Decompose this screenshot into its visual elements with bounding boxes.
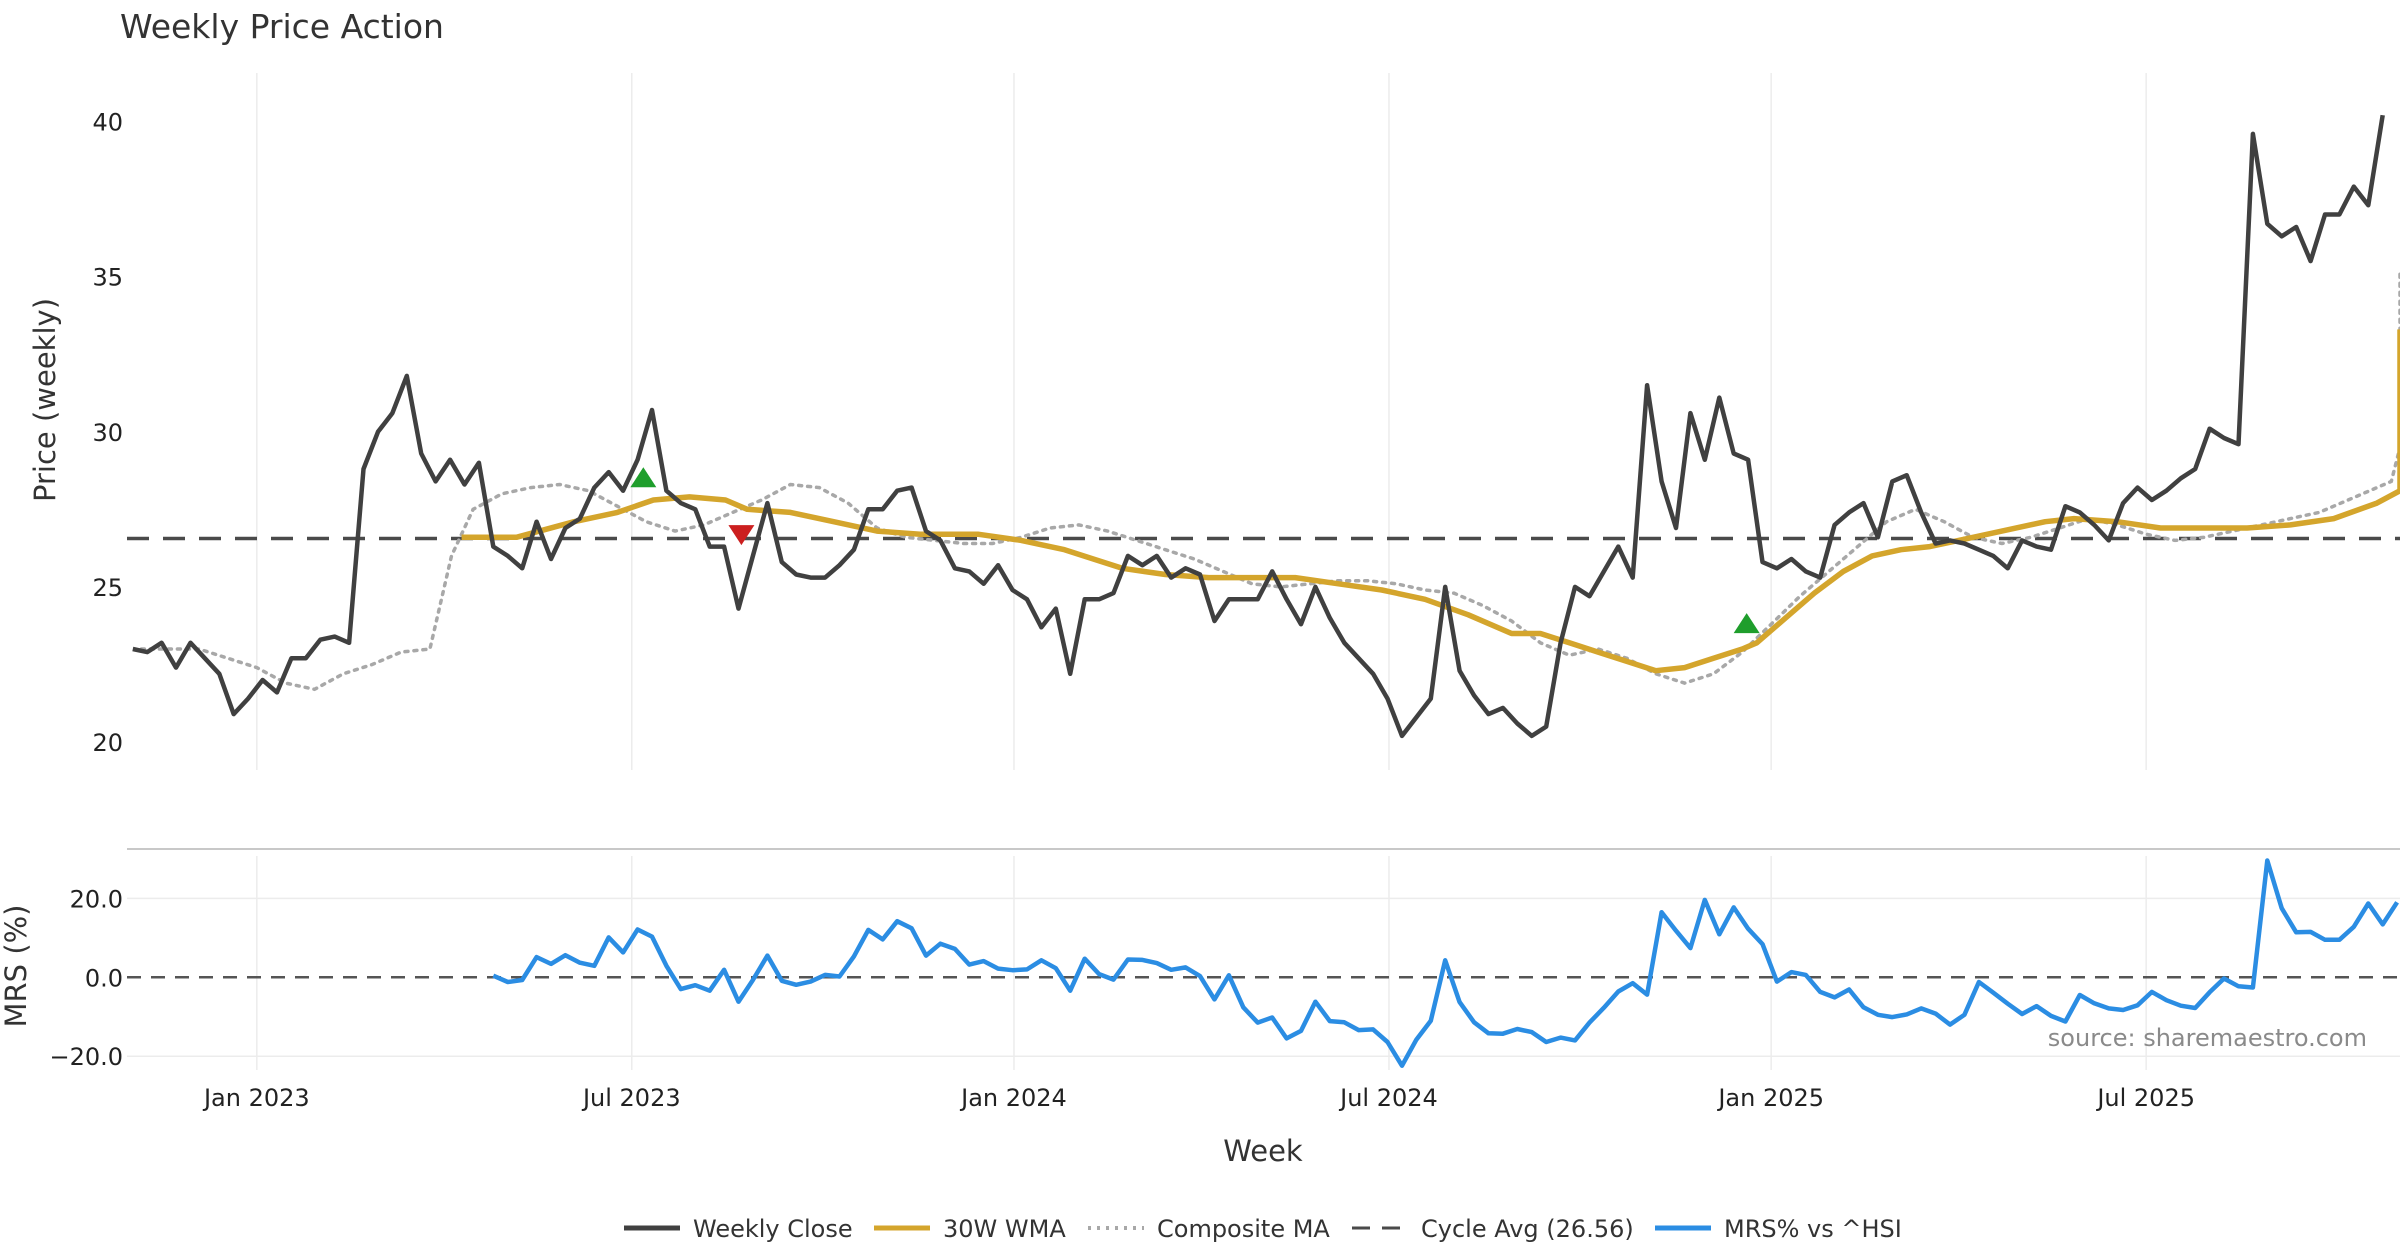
mrs-panel: 20.0 0.0 −20.0 [49,856,2400,1071]
x-axis-label: Week [1223,1134,1303,1168]
price-panel: 20 25 30 35 40 [92,73,2400,770]
mrs-y-tick-label: 0.0 [85,964,123,992]
sell-signal-marker [728,525,755,546]
price-y-tick-label: 20 [92,729,123,757]
price-gridlines [256,73,2147,770]
weekly-close-line [132,114,2385,739]
x-tick-label: Jul 2025 [2095,1084,2195,1112]
x-tick-label: Jan 2024 [959,1084,1067,1112]
price-axis-label: Price (weekly) [28,298,62,502]
mrs-y-ticks: 20.0 0.0 −20.0 [49,885,123,1071]
legend-label-mrs: MRS% vs ^HSI [1724,1215,1902,1243]
x-tick-label: Jan 2023 [202,1084,310,1112]
composite-ma-line [139,271,2400,692]
price-y-tick-label: 25 [92,574,123,602]
x-tick-label: Jan 2025 [1716,1084,1824,1112]
x-tick-label: Jul 2023 [581,1084,681,1112]
legend-label-composite: Composite MA [1157,1215,1330,1243]
mrs-y-tick-label: −20.0 [49,1043,123,1071]
legend: Weekly Close 30W WMA Composite MA Cycle … [624,1215,1902,1243]
mrs-axis-label: MRS (%) [0,905,33,1028]
mrs-line [492,858,2399,1068]
price-y-ticks: 20 25 30 35 40 [92,108,123,757]
source-note: source: sharemaestro.com [2048,1024,2367,1052]
price-y-tick-label: 30 [92,419,123,447]
x-axis-ticks: Jan 2023 Jul 2023 Jan 2024 Jul 2024 Jan 2025… [202,1084,2195,1112]
legend-label-wma: 30W WMA [943,1215,1066,1243]
legend-label-close: Weekly Close [693,1215,853,1243]
signal-markers [630,467,1760,634]
wma-30w-line [461,329,2400,674]
legend-label-cycle: Cycle Avg (26.56) [1421,1215,1634,1243]
x-tick-label: Jul 2024 [1338,1084,1438,1112]
price-y-tick-label: 40 [92,108,123,136]
chart-title: Weekly Price Action [120,7,444,46]
price-y-tick-label: 35 [92,264,123,292]
buy-signal-marker [1733,613,1760,634]
buy-signal-marker [630,467,657,488]
mrs-y-tick-label: 20.0 [70,885,123,913]
